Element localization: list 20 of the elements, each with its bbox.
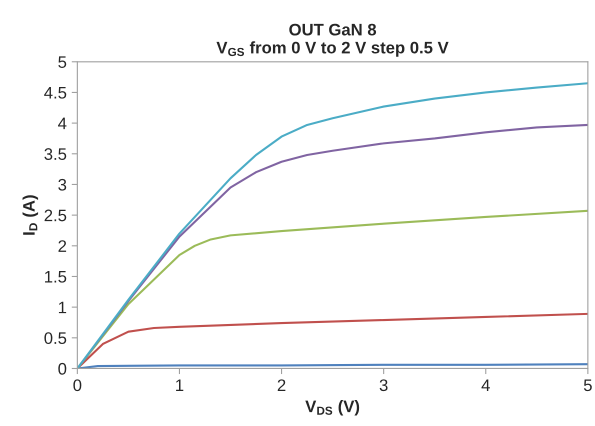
x-tick-label: 5 [584, 380, 592, 392]
y-tick-label: 3 [58, 178, 66, 191]
x-tick-label: 3 [380, 379, 388, 392]
y-tick-label: 5 [58, 56, 66, 68]
x-tick-label: 0 [73, 379, 82, 392]
y-tick-label: 2.5 [44, 210, 66, 222]
y-tick-label: 1.5 [45, 271, 66, 283]
x-tick-label: 4 [482, 380, 490, 391]
x-axis-title: V$_{DS}$ (V) [305, 400, 360, 416]
y-tick-label: 4.5 [44, 87, 66, 99]
x-tick-label: 2 [278, 379, 286, 391]
y-tick-label: 2 [58, 240, 66, 252]
y-tick-label: 0.5 [44, 332, 66, 344]
x-tick-label: 1 [176, 380, 184, 391]
y-tick-label: 3.5 [44, 148, 66, 160]
y-tick-label: 0 [58, 362, 66, 375]
y-tick-label: 4 [58, 118, 66, 130]
chart-title: OUT GaN 8 V$_{GS}$ from 0 V to 2 V step 0.5 V [216, 24, 449, 57]
y-tick-label: 1 [58, 302, 66, 314]
y-axis-title: I$_{D}$ (A) [22, 195, 38, 235]
